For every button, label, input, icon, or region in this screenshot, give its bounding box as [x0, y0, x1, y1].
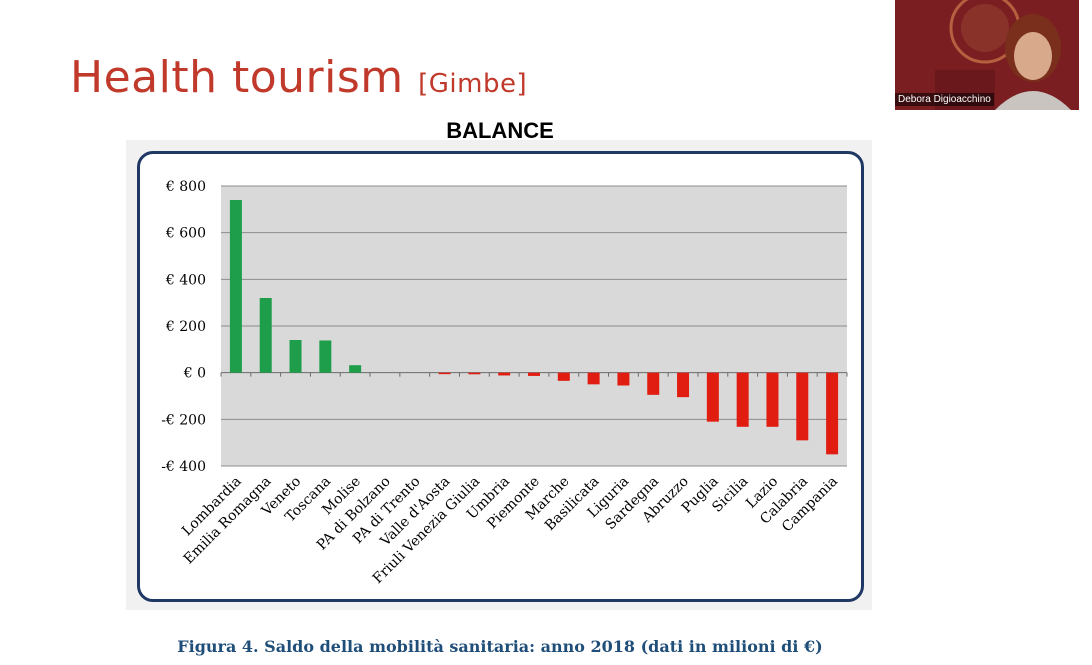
bar-calabria — [796, 372, 809, 441]
y-tick-label: € 400 — [165, 272, 206, 288]
participant-name-label: Debora Digioacchino — [895, 93, 994, 106]
y-tick-label: € 600 — [165, 226, 206, 242]
bar-abruzzo — [677, 372, 690, 398]
bar-friuli-venezia-giulia — [468, 372, 481, 375]
y-axis-ticks: € 800 € 600 € 400 € 200 € 0 -€ 200 -€ 400 — [161, 179, 206, 475]
bar-veneto — [289, 340, 302, 373]
figure-caption: Figura 4. Saldo della mobilità sanitaria… — [177, 637, 823, 656]
y-tick-label: € 0 — [183, 366, 206, 382]
bar-basilicata — [587, 372, 600, 385]
bar-lazio — [766, 372, 779, 427]
bar-marche — [557, 372, 570, 381]
y-tick-label: € 200 — [165, 319, 206, 335]
person-shoulders — [995, 91, 1071, 110]
bar-piemonte — [528, 372, 540, 376]
bar-valle-d-aosta — [438, 372, 451, 375]
person-face — [1014, 32, 1052, 80]
y-tick-label: -€ 200 — [161, 412, 206, 428]
slide-title-source: [Gimbe] — [418, 69, 528, 99]
bar-liguria — [617, 372, 630, 386]
bar-sardegna — [647, 372, 660, 395]
bar-lombardia — [229, 200, 242, 373]
bars — [229, 200, 839, 455]
chart-heading: BALANCE — [446, 118, 554, 143]
slide-title: Health tourism [Gimbe] — [70, 52, 527, 103]
bar-campania — [826, 372, 839, 455]
bar-umbria — [498, 372, 511, 376]
bar-emilia-romagna — [259, 298, 272, 373]
y-tick-label: -€ 400 — [161, 459, 206, 475]
bar-toscana — [319, 340, 332, 373]
slide-title-main: Health tourism — [70, 52, 404, 103]
bar-puglia — [706, 372, 719, 422]
bar-molise — [349, 365, 362, 373]
y-tick-label: € 800 — [165, 179, 206, 195]
participant-video-feed — [935, 0, 1071, 110]
video-participant-tile[interactable]: Debora Digioacchino — [895, 0, 1079, 110]
bar-sicilia — [736, 372, 749, 427]
